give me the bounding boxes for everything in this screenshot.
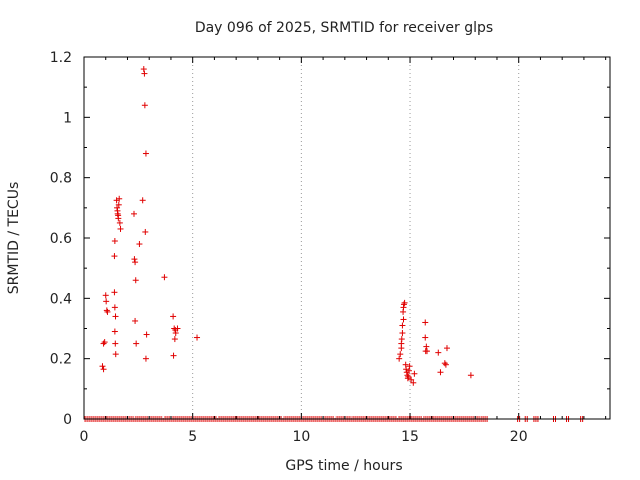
data-point (396, 355, 403, 362)
data-point (174, 325, 181, 332)
data-point (143, 331, 150, 338)
data-point (170, 313, 177, 320)
data-point (104, 308, 111, 315)
zero-band-gap (282, 415, 284, 418)
y-tick-label: 1.2 (50, 50, 72, 66)
axis-ticks (83, 56, 610, 420)
data-point (111, 253, 118, 260)
data-point (141, 70, 148, 77)
x-axis-title: GPS time / hours (285, 458, 402, 474)
data-point (399, 330, 406, 337)
data-point (435, 349, 442, 356)
data-point (142, 228, 149, 235)
data-point (116, 219, 123, 226)
data-point (132, 317, 139, 324)
data-point (443, 345, 450, 352)
data-point (115, 215, 122, 222)
gridlines (192, 57, 520, 419)
data-point (403, 366, 410, 373)
x-tick-label: 20 (510, 429, 528, 445)
data-point (132, 259, 139, 266)
data-point (112, 340, 119, 347)
data-point (142, 150, 149, 157)
y-tick-label: 0 (63, 412, 72, 428)
x-tick-label: 0 (80, 429, 89, 445)
y-tick-label: 0.2 (50, 352, 72, 368)
zero-band-gap (217, 415, 219, 418)
data-point (442, 361, 449, 368)
y-axis-title: SRMTID / TECUs (6, 182, 22, 295)
data-point (112, 351, 119, 358)
data-point (400, 316, 407, 323)
x-tick-label: 5 (188, 429, 197, 445)
data-point (132, 277, 139, 284)
data-point (401, 299, 408, 306)
data-point (410, 379, 417, 386)
zero-band-gap (421, 415, 424, 418)
data-point (172, 330, 179, 337)
data-point (133, 340, 140, 347)
data-point (400, 301, 407, 308)
data-point (136, 241, 143, 248)
data-point (142, 355, 149, 362)
data-point (422, 319, 429, 326)
data-point (111, 304, 118, 311)
zero-band-gap (351, 415, 353, 418)
y-tick-label: 0.6 (50, 231, 72, 247)
zero-band-gap (479, 415, 481, 418)
zero-band-gap (133, 415, 135, 418)
data-point (422, 334, 429, 341)
x-tick-labels: 0 5 10 15 20 (80, 429, 528, 445)
data-point (423, 348, 430, 355)
y-tick-label: 0.4 (50, 291, 72, 307)
data-point (161, 274, 168, 281)
data-point (437, 369, 444, 376)
data-point (194, 334, 201, 341)
data-point (411, 370, 418, 377)
data-point (100, 366, 107, 373)
y-tick-label: 1 (63, 110, 72, 126)
x-tick-label: 15 (401, 429, 419, 445)
data-point (115, 201, 122, 208)
data-point (140, 66, 147, 73)
data-point (102, 292, 109, 299)
data-point (170, 352, 177, 359)
data-point (103, 298, 110, 305)
y-tick-labels: 0 0.2 0.4 0.6 0.8 1 1.2 (50, 50, 72, 428)
data-point (117, 225, 124, 232)
data-point (116, 195, 123, 202)
data-point (405, 367, 412, 374)
data-point (397, 351, 404, 358)
chart-title: Day 096 of 2025, SRMTID for receiver glp… (195, 20, 493, 36)
data-point (441, 360, 448, 367)
data-point (101, 339, 108, 346)
data-point (141, 102, 148, 109)
data-point (405, 373, 412, 380)
x-tick-label: 10 (292, 429, 310, 445)
data-point (139, 197, 146, 204)
zero-band-gap (334, 415, 336, 418)
zero-band-gap (396, 415, 399, 418)
data-point (111, 328, 118, 335)
data-point (406, 363, 413, 370)
plot-frame (83, 56, 611, 420)
data-point (171, 336, 178, 343)
data-point (398, 336, 405, 343)
zero-band-gap (162, 415, 164, 418)
data-point (399, 322, 406, 329)
data-point (112, 313, 119, 320)
data-point (423, 343, 430, 350)
data-points (99, 66, 474, 386)
data-point (467, 372, 474, 379)
y-tick-label: 0.8 (50, 171, 72, 187)
data-point (111, 289, 118, 296)
data-point (131, 256, 138, 263)
data-point (130, 210, 137, 217)
data-point (408, 376, 415, 383)
data-point (111, 238, 118, 245)
data-point (103, 307, 110, 314)
data-point (100, 340, 107, 347)
data-point (99, 363, 106, 370)
